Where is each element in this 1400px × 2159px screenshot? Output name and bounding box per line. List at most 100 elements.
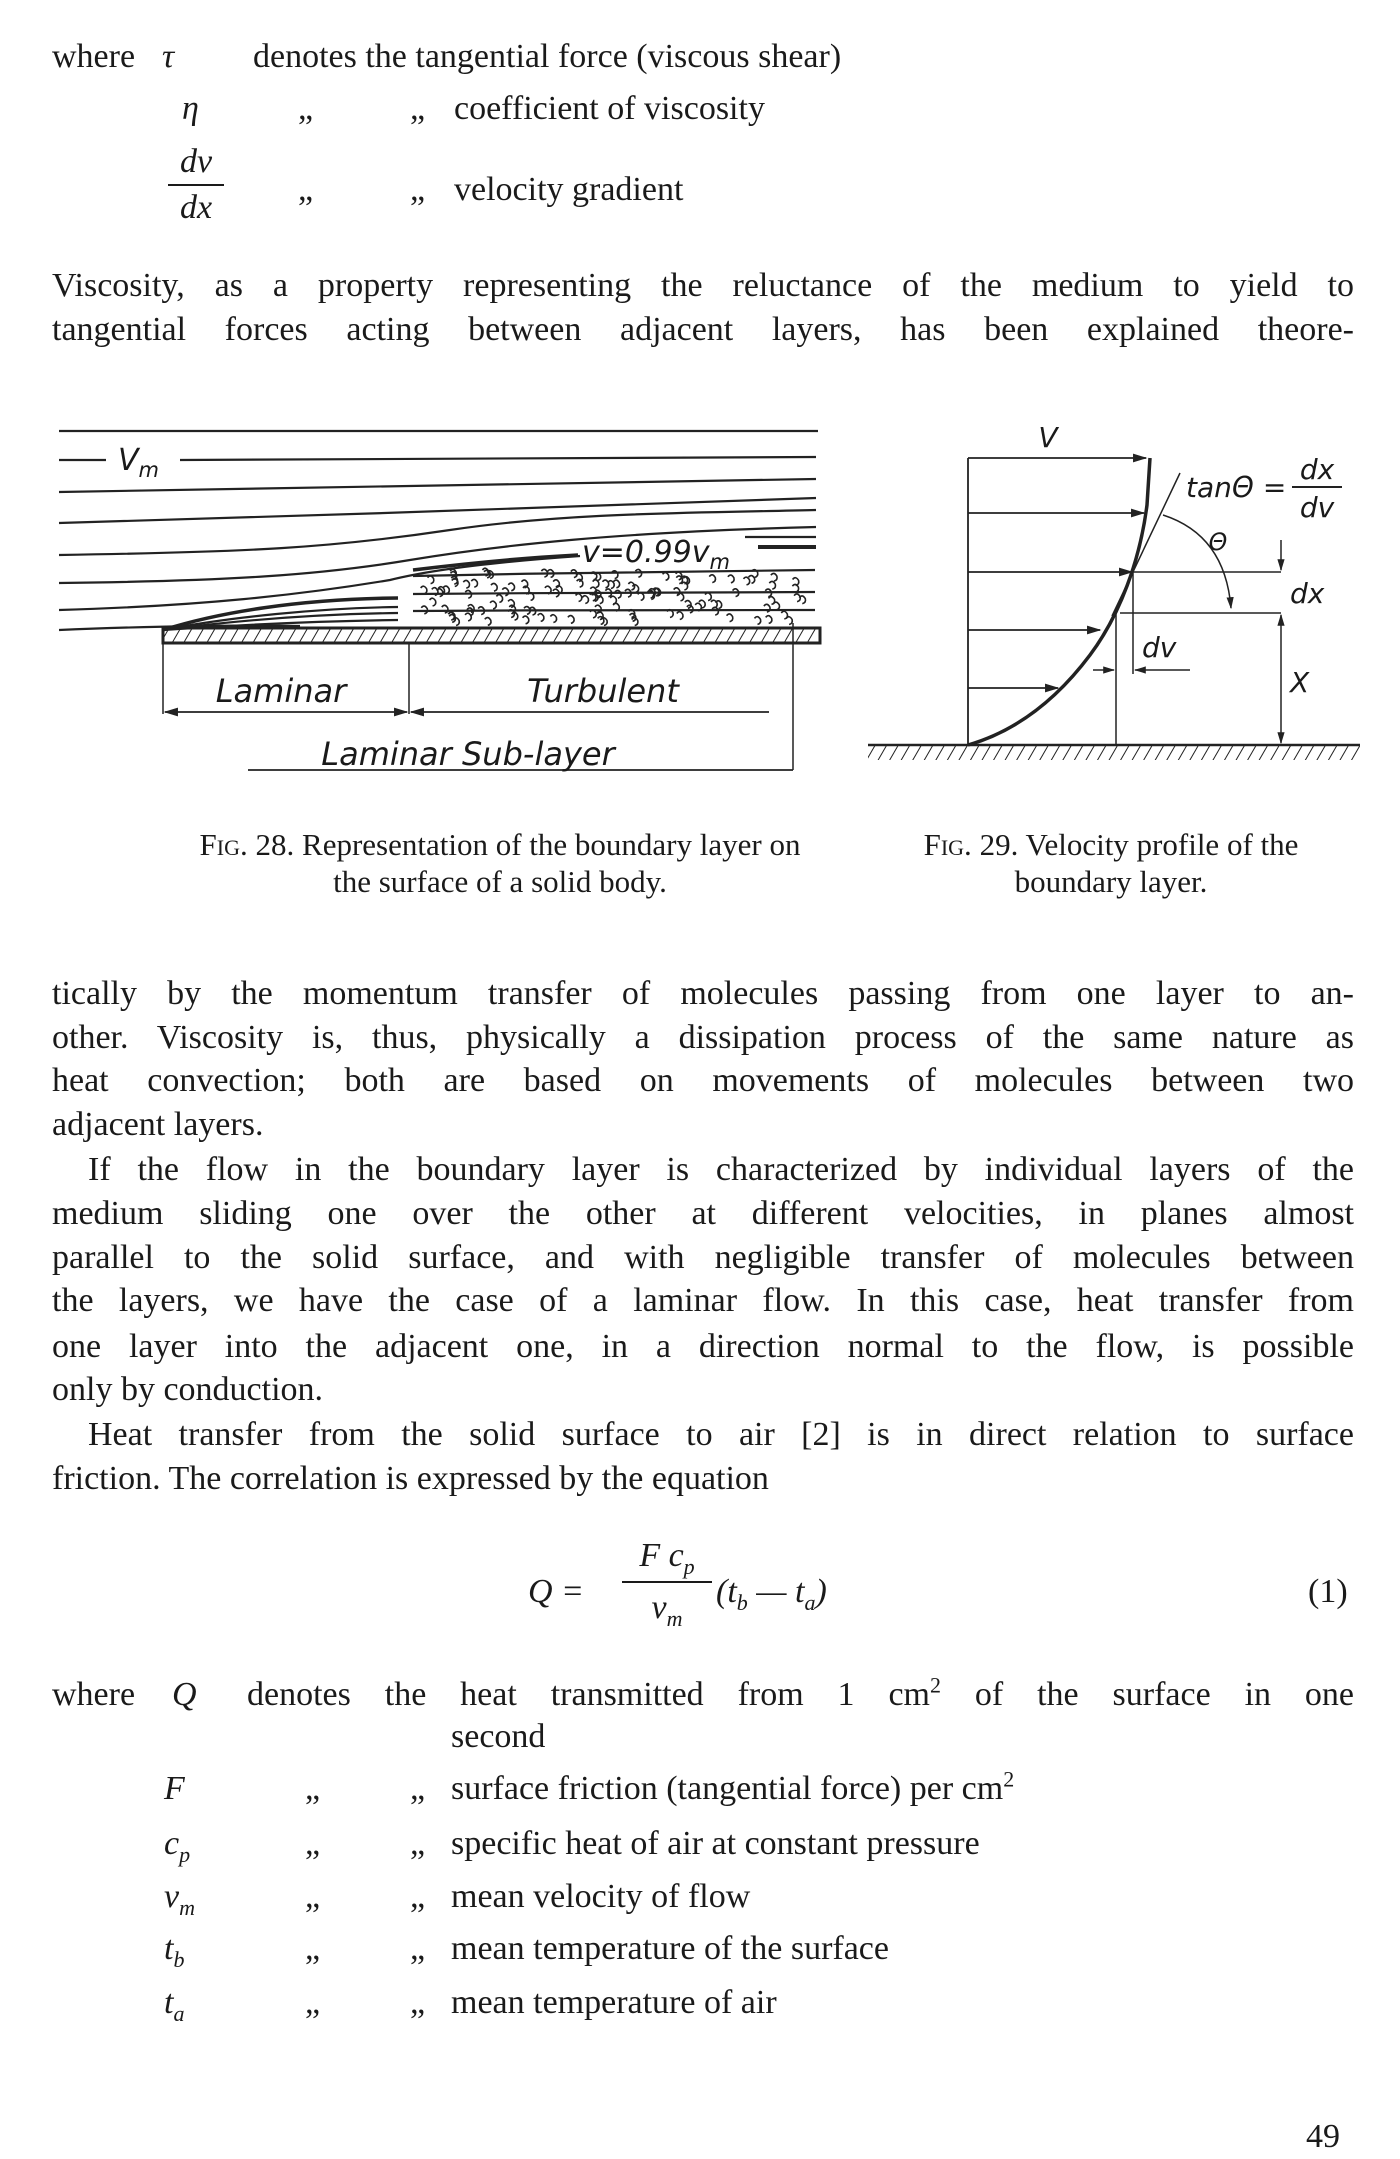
eddy-mark (589, 592, 597, 602)
eddy-mark (451, 577, 459, 588)
label-x: X (1288, 666, 1310, 699)
eddy-mark (612, 579, 621, 589)
eddy-mark (798, 595, 807, 605)
eddy-mark (589, 609, 597, 619)
label-laminar-sublayer: Laminar Sub-layer (321, 735, 616, 773)
eddy-mark (780, 610, 789, 620)
eddy-mark (597, 615, 605, 626)
eddy-mark (508, 604, 517, 614)
eddy-mark (489, 600, 498, 610)
label-v099vm: v=0.99vm (582, 535, 730, 574)
eddy-mark (436, 588, 444, 598)
eddy-mark (464, 589, 473, 599)
velocity-profile-curve (967, 457, 1152, 747)
ditto-mark: „ (305, 1770, 321, 1807)
laminar-layer-line (162, 596, 399, 632)
eddy-mark (768, 580, 777, 590)
streamline (58, 508, 817, 557)
eddy-mark (675, 571, 683, 581)
where-label: where (52, 1676, 136, 1713)
eddy-mark (673, 587, 681, 597)
definition-text: surface friction (tangential force) per … (451, 1766, 1015, 1807)
eddy-mark (447, 611, 456, 621)
fraction-bar (622, 1581, 712, 1583)
definition-symbol: cp (164, 1825, 191, 1867)
eddy-mark (450, 575, 459, 585)
paragraph-line: Heat transfer from the solid surface to … (88, 1416, 1354, 1453)
eddy-mark (462, 579, 471, 589)
eddy-mark (589, 586, 598, 596)
ditto-mark: „ (305, 1878, 321, 1915)
caption-line: Fig. 29. Velocity profile of the (866, 826, 1356, 863)
eddy-mark (631, 616, 639, 627)
definition-text: mean velocity of flow (451, 1878, 751, 1915)
fraction-bar (168, 184, 224, 186)
ditto-mark: „ (410, 1825, 426, 1862)
ditto-mark: „ (410, 171, 426, 208)
definition-text: coefficient of viscosity (454, 90, 765, 127)
eddy-mark (567, 614, 575, 625)
eddy-mark (708, 574, 717, 584)
label-vm: Vm (118, 443, 159, 482)
paragraph-line: other. Viscosity is, thus, physically a … (52, 1019, 1354, 1056)
turbulent-line (412, 568, 816, 578)
paragraph-line: friction. The correlation is expressed b… (52, 1460, 769, 1497)
eddy-mark (576, 578, 584, 588)
definition-text: velocity gradient (454, 171, 684, 208)
eddy-mark (747, 574, 756, 585)
caption-fig-label: Fig. (923, 827, 972, 862)
ditto-mark: „ (410, 1930, 426, 1967)
laminar-layer-line (162, 611, 399, 632)
eddy-mark (711, 606, 720, 616)
eddy-mark (627, 581, 636, 591)
eddy-mark (764, 588, 773, 598)
paragraph-line: only by conduction. (52, 1371, 324, 1408)
ditto-mark: „ (305, 1984, 321, 2021)
fig28-caption: Fig. 28. Representation of the boundary … (160, 826, 840, 900)
boundary-edge-line (412, 553, 579, 572)
ditto-mark: „ (298, 90, 314, 127)
eddy-mark (684, 599, 692, 610)
label-theta: Θ (1209, 528, 1228, 556)
eddy-mark (637, 591, 645, 602)
eddy-mark (540, 568, 549, 578)
eddy-mark (704, 592, 713, 602)
fraction-numerator: F cp (622, 1537, 712, 1577)
eddy-mark (601, 579, 610, 589)
label-tan-theta: tanΘ = (1186, 471, 1286, 504)
eddy-mark (528, 606, 537, 616)
ground-hatch (868, 746, 1360, 760)
eddy-mark (624, 588, 632, 598)
solid-plate (161, 626, 822, 645)
rhs-sub: b (736, 1589, 748, 1615)
definition-text: mean temperature of the surface (451, 1930, 889, 1967)
rhs-part: — t (747, 1573, 805, 1610)
streamline (58, 554, 581, 612)
eddy-mark (546, 568, 555, 579)
streamline (58, 477, 817, 494)
caption-line: boundary layer. (1014, 864, 1208, 899)
eddy-mark (676, 610, 684, 621)
eddy-mark (634, 568, 643, 578)
eddy-mark (791, 576, 800, 587)
label-dv: dv (1142, 631, 1177, 664)
equation-number: (1) (1308, 1573, 1348, 1610)
paragraph-line: tically by the momentum transfer of mole… (52, 975, 1354, 1012)
eddy-mark (666, 608, 674, 619)
paragraph-line: tangential forces acting between adjacen… (52, 311, 1354, 348)
turbulent-line (412, 608, 816, 613)
equation-lhs: Q = (528, 1573, 584, 1610)
eddy-mark (507, 582, 516, 592)
paragraph-line: heat convection; both are based on movem… (52, 1062, 1354, 1099)
eddy-mark (420, 585, 428, 595)
eddy-mark (574, 592, 583, 603)
eddy-mark (442, 585, 451, 595)
paragraph-line: parallel to the solid surface, and with … (52, 1239, 1354, 1276)
eddy-mark (675, 575, 684, 585)
eddy-mark (628, 612, 637, 623)
eddy-mark (589, 571, 598, 581)
eddy-mark (420, 605, 429, 615)
eddy-mark (767, 595, 776, 606)
eddy-mark (481, 567, 490, 577)
eddy-mark (770, 572, 778, 582)
